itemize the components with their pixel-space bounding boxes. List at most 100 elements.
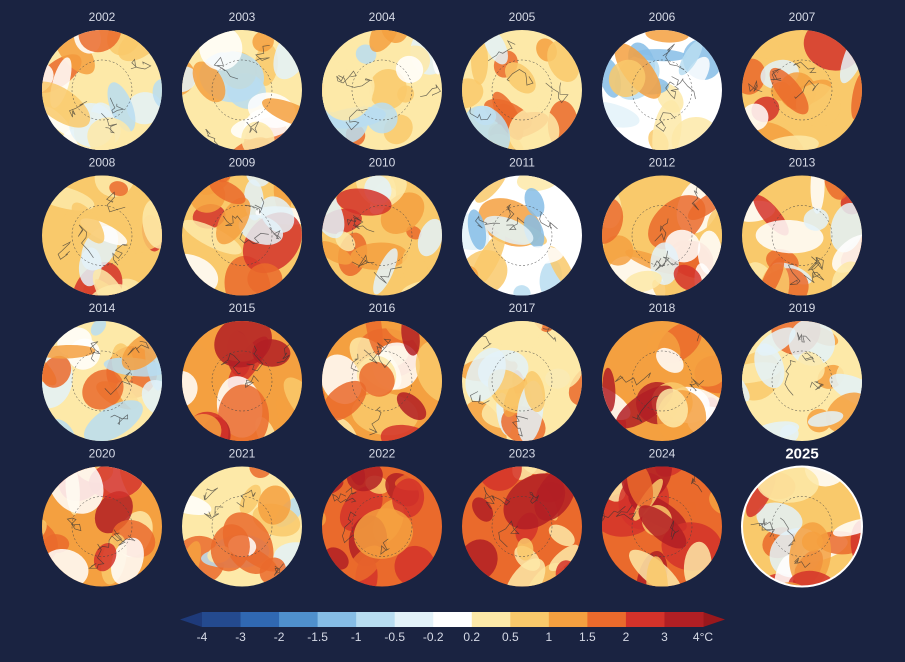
colorbar-label: -1.5: [307, 630, 328, 644]
anomaly-patch: [516, 538, 534, 561]
latitude-circle: [771, 496, 833, 557]
anomaly-patch: [78, 30, 122, 53]
colorbar-swatch: [356, 612, 396, 627]
coastline: [89, 340, 150, 426]
coastline: [655, 43, 696, 132]
anomaly-patch: [368, 69, 407, 110]
anomaly-patch: [258, 485, 291, 525]
map-year: 2018: [649, 301, 676, 315]
coastline: [787, 256, 825, 285]
map-year: 2023: [509, 447, 536, 461]
colorbar-label: -0.2: [423, 630, 444, 644]
anomaly-patch: [322, 380, 367, 422]
anomaly-patch: [803, 208, 829, 231]
anomaly-patch: [373, 248, 398, 295]
map-year: 2014: [89, 301, 116, 315]
anomaly-patch: [788, 321, 836, 366]
colorbar-swatch: [202, 612, 242, 627]
colorbar-label: -1: [351, 630, 362, 644]
anomaly-patch: [756, 502, 803, 536]
anomaly-patch: [402, 249, 436, 296]
anomaly-patch: [602, 367, 616, 412]
latitude-circle: [491, 350, 553, 412]
anomaly-patch: [632, 49, 687, 62]
colorbar-swatch: [433, 612, 473, 627]
anomaly-patch: [602, 197, 624, 244]
anomaly-patch: [788, 570, 838, 587]
map-year: 2007: [789, 10, 816, 24]
latitude-circle: [631, 59, 693, 121]
anomaly-patch: [417, 218, 442, 257]
anomaly-patch: [142, 198, 162, 249]
colorbar-swatch: [471, 612, 511, 627]
anomaly-patch: [90, 321, 107, 336]
anomaly-patch: [82, 369, 124, 410]
coastline: [346, 215, 402, 284]
anomaly-patch: [769, 67, 809, 115]
map: [602, 30, 722, 150]
anomaly-patch: [462, 78, 484, 109]
anomaly-patch: [71, 202, 105, 244]
anomaly-patch: [355, 44, 377, 64]
anomaly-patch: [501, 321, 544, 362]
latitude-circle: [771, 350, 833, 412]
colorbar-swatch: [394, 612, 434, 627]
latitude-circle: [351, 496, 413, 557]
latitude-circle: [351, 59, 413, 121]
colorbar-label: 0.5: [502, 630, 519, 644]
anomaly-patch: [43, 534, 70, 554]
coastline: [205, 44, 270, 146]
anomaly-patch: [209, 179, 246, 205]
colorbar-swatch: [587, 612, 627, 627]
anomaly-patch: [322, 186, 345, 239]
anomaly-patch: [602, 101, 640, 128]
anomaly-patch: [336, 188, 392, 216]
coastline: [653, 184, 699, 271]
colorbar-swatch: [625, 612, 665, 627]
map-year: 2004: [369, 10, 396, 24]
coastline: [750, 517, 811, 569]
colorbar-label: 0.2: [463, 630, 480, 644]
anomaly-patch: [624, 270, 662, 293]
coastline: [784, 332, 825, 396]
coastline: [336, 70, 442, 131]
colorbar-swatch: [279, 612, 319, 627]
latitude-circle: [631, 350, 693, 412]
map-year: 2019: [789, 301, 816, 315]
anomaly-patch: [851, 72, 862, 120]
colorbar-label: -2: [274, 630, 285, 644]
latitude-circle: [211, 496, 273, 557]
anomaly-patch: [392, 478, 425, 518]
coastline: [483, 486, 540, 548]
map-year: 2011: [509, 156, 535, 170]
colorbar-label: 3: [661, 630, 668, 644]
anomaly-patch: [369, 30, 400, 53]
anomaly-patch: [353, 508, 413, 559]
anomaly-patch: [795, 83, 841, 127]
colorbar-swatch: [664, 612, 704, 627]
anomaly-patch: [252, 31, 274, 52]
latitude-circle: [771, 59, 833, 121]
anomaly-patch: [504, 558, 546, 587]
map-year: 2003: [229, 10, 256, 24]
coastline: [475, 204, 558, 231]
anomaly-patch: [472, 497, 494, 522]
colorbar-swatch: [317, 612, 357, 627]
anomaly-patch: [504, 62, 536, 94]
anomaly-patch: [773, 555, 795, 587]
map: [462, 321, 582, 441]
map-outline: [741, 465, 863, 588]
colorbar-label: -0.5: [384, 630, 405, 644]
map-year: 2012: [649, 156, 676, 170]
anomaly-patch: [111, 537, 144, 585]
coastline: [222, 197, 282, 245]
latitude-circle: [211, 59, 273, 121]
map-year: 2006: [649, 10, 676, 24]
latitude-circle: [491, 205, 553, 266]
anomaly-patch: [84, 400, 143, 441]
anomaly-patch: [684, 351, 722, 387]
anomaly-patch: [42, 355, 72, 388]
map-year: 2020: [89, 447, 116, 461]
